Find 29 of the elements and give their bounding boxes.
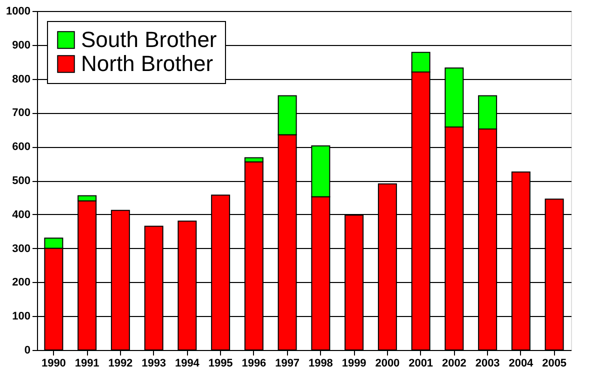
y-tick-label: 1000 bbox=[6, 6, 30, 18]
x-tick-label: 2000 bbox=[375, 358, 400, 370]
y-tick-label: 0 bbox=[24, 344, 30, 356]
x-tick-label: 2003 bbox=[475, 358, 500, 370]
y-tick-label: 200 bbox=[12, 276, 30, 289]
x-tick-label: 1991 bbox=[74, 358, 100, 370]
legend-label: South Brother bbox=[81, 27, 217, 52]
x-tick-label: 1999 bbox=[342, 358, 366, 370]
x-tick-label: 1992 bbox=[108, 358, 133, 370]
x-tick-label: 2005 bbox=[542, 358, 567, 370]
y-tick-label: 800 bbox=[12, 73, 30, 86]
x-tick-label: 2001 bbox=[408, 358, 434, 370]
y-tick-label: 300 bbox=[12, 242, 30, 255]
x-tick-label: 1993 bbox=[142, 358, 166, 370]
y-tick-label: 700 bbox=[12, 107, 30, 120]
x-tick-label: 1994 bbox=[174, 358, 200, 370]
y-tick-label: 100 bbox=[12, 310, 30, 323]
x-tick-label: 1997 bbox=[275, 358, 300, 370]
legend-label: North Brother bbox=[81, 51, 214, 76]
y-tick-label: 900 bbox=[12, 39, 30, 52]
y-tick-label: 400 bbox=[12, 208, 30, 221]
x-tick-label: 1996 bbox=[242, 358, 266, 370]
y-tick-label: 500 bbox=[12, 175, 30, 187]
y-tick-label: 600 bbox=[12, 141, 30, 154]
x-tick-label: 1990 bbox=[41, 358, 66, 370]
x-tick-label: 1995 bbox=[208, 358, 233, 370]
x-tick-label: 2004 bbox=[508, 358, 534, 370]
x-tick-label: 2002 bbox=[442, 358, 466, 370]
x-tick-label: 1998 bbox=[308, 358, 333, 370]
